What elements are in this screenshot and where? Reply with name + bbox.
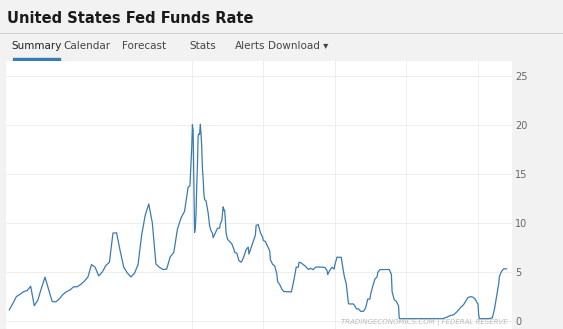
- Text: Calendar: Calendar: [64, 41, 111, 51]
- Text: TRADINGECONOMICS.COM | FEDERAL RESERVE: TRADINGECONOMICS.COM | FEDERAL RESERVE: [341, 319, 507, 326]
- Text: Stats: Stats: [189, 41, 216, 51]
- Bar: [13, 58, 60, 61]
- Text: Forecast: Forecast: [122, 41, 166, 51]
- Text: Download ▾: Download ▾: [268, 41, 329, 51]
- Text: United States Fed Funds Rate: United States Fed Funds Rate: [7, 11, 254, 26]
- Text: Alerts: Alerts: [235, 41, 266, 51]
- Text: Summary: Summary: [11, 41, 62, 51]
